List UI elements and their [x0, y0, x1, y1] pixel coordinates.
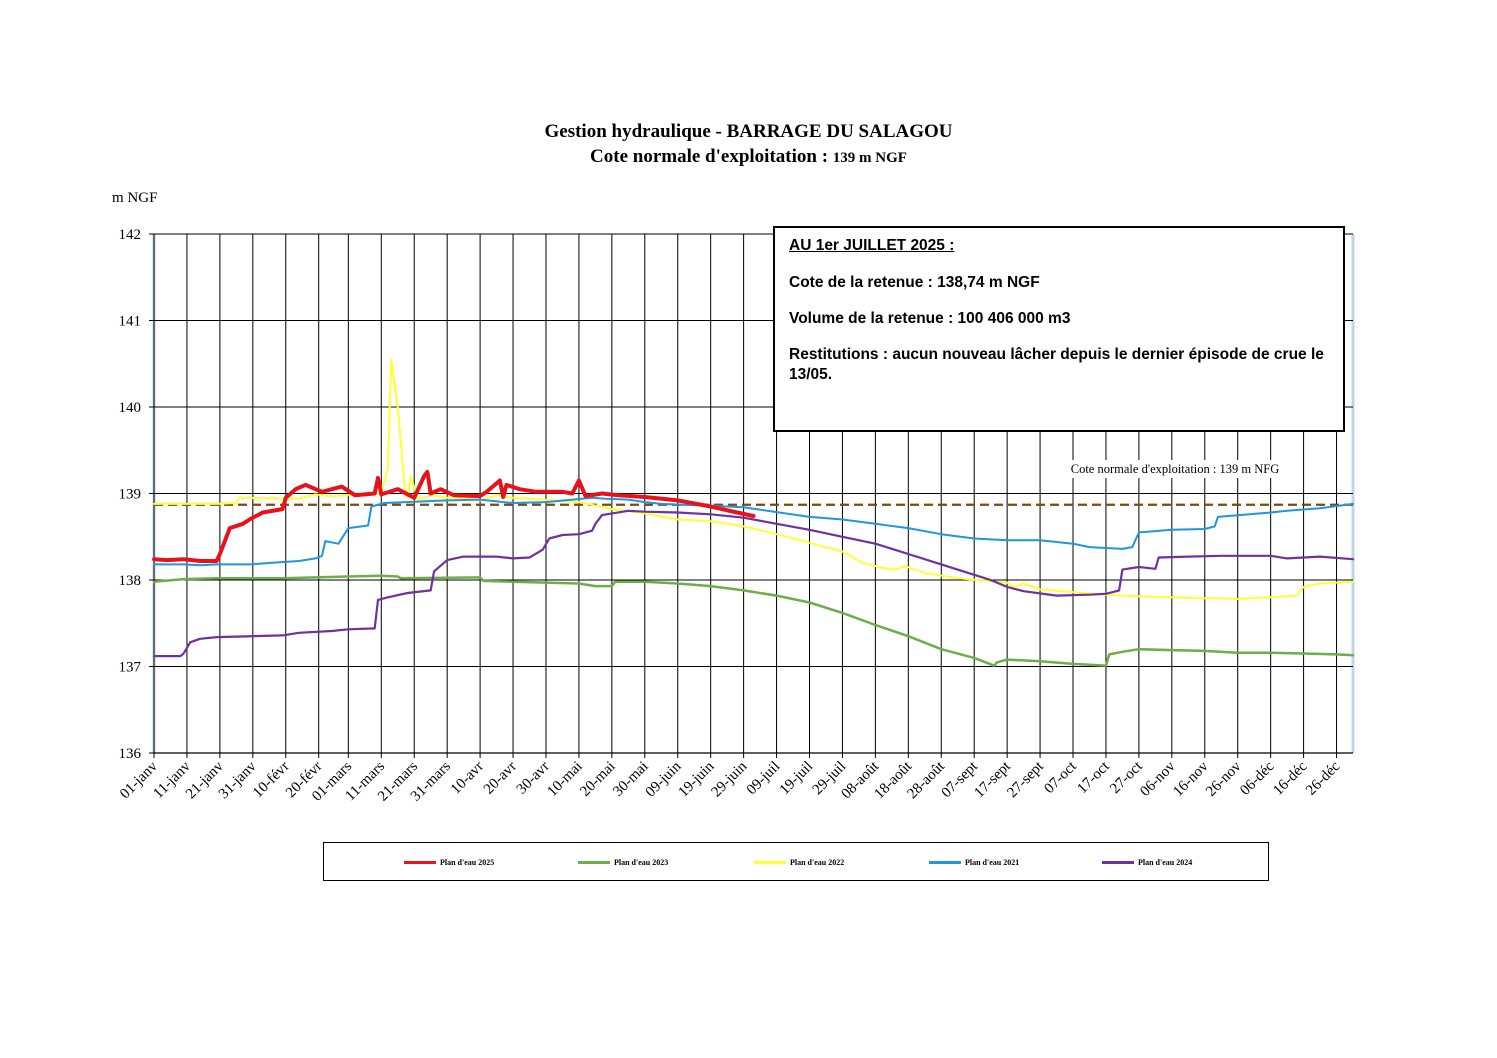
x-tick-label: 27-sept	[1004, 758, 1047, 801]
x-tick-label: 10-mai	[544, 759, 585, 800]
legend-item-2021: Plan d'eau 2021	[929, 856, 1019, 868]
x-tick-label: 10-févr	[250, 759, 293, 802]
series-line-2024	[152, 509, 1355, 658]
infobox-heading: AU 1er JUILLET 2025 :	[789, 237, 955, 254]
legend-label-2023: Plan d'eau 2023	[614, 857, 669, 867]
y-tick-label: 136	[119, 746, 142, 762]
series-line-2025	[152, 469, 756, 563]
legend-label-2025: Plan d'eau 2025	[440, 857, 495, 867]
legend-swatch-2024	[1102, 860, 1134, 864]
series-line-2021	[153, 496, 1354, 567]
legend-label-2021: Plan d'eau 2021	[965, 857, 1020, 867]
series-line-2022	[153, 358, 1354, 600]
x-tick-label: 19-juin	[676, 758, 718, 800]
status-infobox: AU 1er JUILLET 2025 : Cote de la retenue…	[773, 226, 1345, 432]
y-tick-label: 137	[119, 660, 142, 676]
legend-item-2023: Plan d'eau 2023	[578, 856, 668, 868]
legend-swatch-2025	[404, 860, 436, 864]
x-tick-label: 07-oct	[1041, 758, 1080, 797]
infobox-restitutions: Restitutions : aucun nouveau lâcher depu…	[789, 346, 1324, 383]
series-line-2023	[152, 574, 1355, 667]
x-tick-label: 19-juil	[777, 759, 817, 799]
x-tick-label: 29-juin	[708, 758, 750, 800]
y-tick-label: 140	[119, 400, 142, 416]
legend-swatch-2021	[929, 860, 961, 864]
x-tick-label: 10-avr	[448, 759, 487, 798]
chart-title-block: Gestion hydraulique - BARRAGE DU SALAGOU…	[0, 119, 1497, 170]
chart-subtitle-main: Cote normale d'exploitation :	[590, 146, 833, 167]
legend-item-2024: Plan d'eau 2024	[1102, 856, 1192, 868]
legend-item-2022: Plan d'eau 2022	[754, 856, 844, 868]
x-tick-label: 26-déc	[1303, 758, 1343, 798]
x-tick-label: 09-juil	[744, 759, 784, 799]
x-tick-label: 16-nov	[1170, 758, 1212, 800]
y-tick-label: 141	[119, 314, 142, 330]
y-tick-label: 138	[119, 573, 142, 589]
infobox-cote: Cote de la retenue : 138,74 m NGF	[789, 274, 1040, 291]
y-tick-label: 139	[119, 487, 142, 503]
x-tick-label: 30-mai	[610, 759, 651, 800]
x-tick-label: 20-mai	[577, 759, 618, 800]
legend-item-2025: Plan d'eau 2025	[404, 856, 494, 868]
chart-legend: Plan d'eau 2025 Plan d'eau 2023 Plan d'e…	[323, 842, 1269, 881]
x-tick-label: 28-août	[904, 758, 948, 802]
x-tick-label: 06-déc	[1237, 758, 1277, 798]
x-tick-label: 09-juin	[643, 758, 685, 800]
legend-label-2024: Plan d'eau 2024	[1138, 857, 1193, 867]
x-tick-label: 26-nov	[1203, 758, 1245, 800]
legend-label-2022: Plan d'eau 2022	[790, 857, 845, 867]
chart-subtitle: Cote normale d'exploitation : 139 m NGF	[0, 145, 1497, 170]
y-axis-unit: m NGF	[112, 190, 158, 206]
x-tick-label: 20-avr	[481, 759, 520, 798]
chart-subtitle-value: 139 m NGF	[832, 150, 907, 166]
chart-title: Gestion hydraulique - BARRAGE DU SALAGOU	[544, 121, 953, 142]
y-tick-label: 142	[119, 227, 142, 243]
legend-swatch-2022	[754, 860, 786, 864]
x-tick-label: 06-nov	[1137, 758, 1179, 800]
reference-line-label: Cote normale d'exploitation : 139 m NFG	[1052, 460, 1298, 478]
legend-swatch-2023	[578, 860, 610, 864]
x-tick-label: 16-déc	[1270, 758, 1310, 798]
x-tick-label: 31-janv	[216, 758, 260, 802]
x-tick-label: 17-oct	[1074, 758, 1113, 797]
infobox-volume: Volume de la retenue : 100 406 000 m3	[789, 310, 1071, 327]
